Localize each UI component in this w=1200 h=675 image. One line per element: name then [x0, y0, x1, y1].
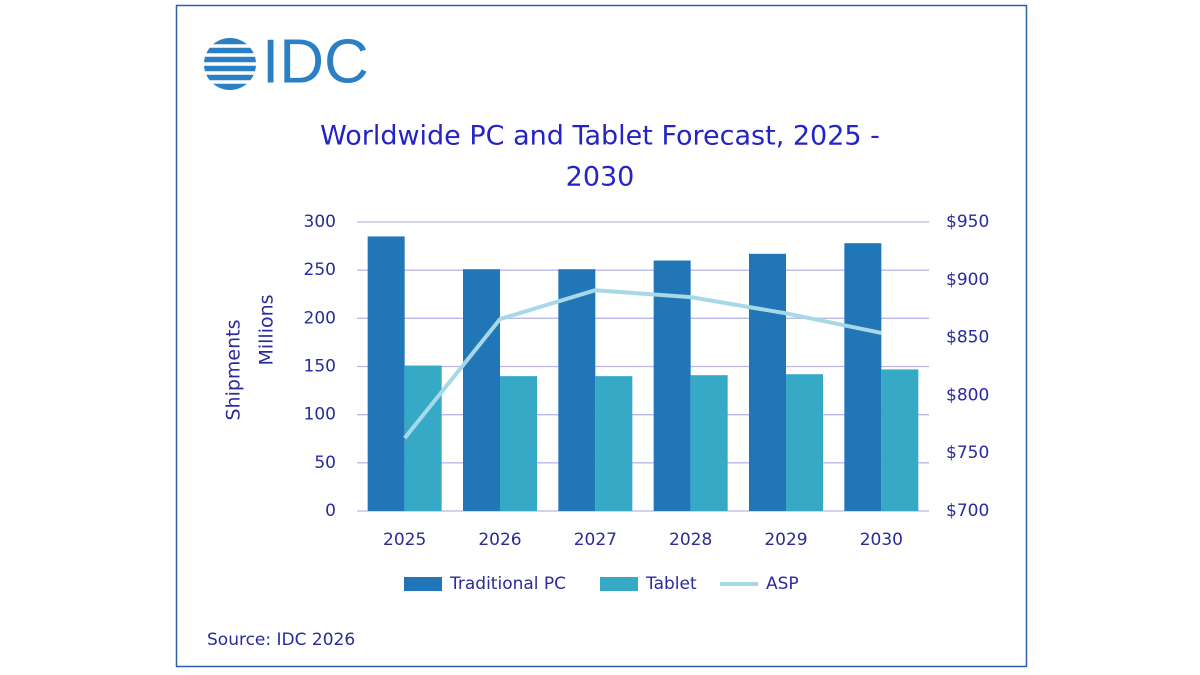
chart-title: 2030 [566, 162, 635, 193]
bar [404, 365, 442, 511]
y2-tick-label: $900 [946, 270, 989, 290]
y2-tick-label: $850 [946, 328, 989, 348]
bar [367, 236, 405, 511]
bar [749, 253, 786, 512]
bar [844, 243, 882, 511]
bar [463, 269, 500, 511]
y-tick-label: 200 [304, 308, 336, 328]
y2-tick-label: $800 [946, 385, 989, 405]
y-tick-label: 100 [304, 405, 336, 425]
y-tick-label: 150 [304, 357, 336, 377]
y-axis-label: Shipments [223, 319, 245, 420]
y2-tick-label: $750 [946, 443, 989, 463]
y-tick-label: 250 [304, 260, 336, 280]
source-note: Source: IDC 2026 [207, 630, 355, 650]
x-tick-label: 2028 [669, 530, 712, 550]
legend-label: ASP [766, 574, 799, 594]
bar [558, 269, 596, 511]
bar [595, 376, 633, 511]
y-tick-label: 300 [304, 212, 336, 232]
y2-tick-label: $700 [946, 501, 989, 521]
legend-swatch [600, 577, 638, 591]
x-tick-label: 2030 [860, 530, 903, 550]
legend-label: Traditional PC [449, 574, 566, 594]
bar [653, 260, 691, 511]
chart-title: Worldwide PC and Tablet Forecast, 2025 - [320, 121, 880, 152]
bar [500, 376, 537, 511]
logo-text: IDC [262, 27, 369, 96]
legend-label: Tablet [645, 574, 697, 594]
bar [690, 375, 728, 511]
frame [175, 4, 1028, 668]
bar [786, 374, 823, 511]
x-tick-label: 2026 [478, 530, 521, 550]
y2-tick-label: $950 [946, 212, 989, 232]
x-tick-label: 2025 [383, 530, 426, 550]
y-axis-label: Millions [256, 294, 278, 365]
y-tick-label: 0 [325, 501, 336, 521]
line [403, 288, 882, 440]
logo-mark [200, 38, 260, 90]
bar [881, 369, 919, 511]
x-tick-label: 2027 [574, 530, 617, 550]
x-tick-label: 2029 [764, 530, 807, 550]
legend-swatch [404, 577, 442, 591]
y-tick-label: 50 [314, 453, 336, 473]
